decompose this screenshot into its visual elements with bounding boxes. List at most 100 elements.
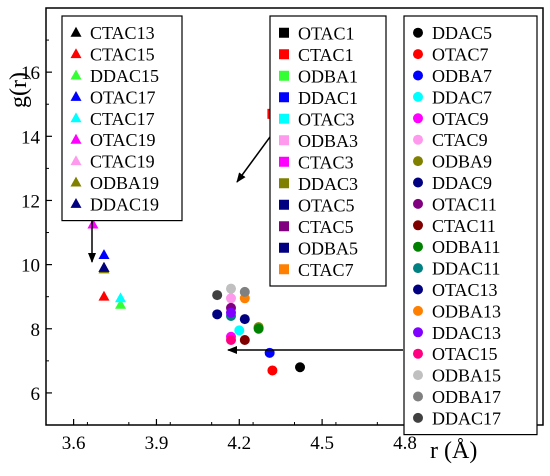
legend-label: DDAC15 (90, 66, 159, 86)
legend-marker-otac9 (413, 113, 423, 124)
x-tick-label: 4.5 (310, 433, 334, 454)
legend-label: DDAC13 (432, 323, 501, 343)
legend-label: ODBA11 (432, 237, 500, 257)
legend-label: ODBA9 (432, 152, 492, 172)
legend-marker-odba11 (413, 241, 423, 252)
data-point-ctac17 (115, 292, 127, 303)
legend-marker-odba13 (413, 305, 423, 316)
legend-marker-ctac3 (279, 156, 289, 167)
legend-marker-otac5 (279, 199, 289, 210)
legend-triangle: CTAC13CTAC15DDAC15OTAC17CTAC17OTAC19CTAC… (61, 15, 183, 222)
legend-label: CTAC15 (90, 45, 155, 65)
legend-marker-odba15 (413, 370, 423, 381)
legend-box (269, 15, 387, 287)
legend-marker-ctac11 (413, 220, 423, 231)
y-tick-label: 12 (21, 191, 40, 212)
legend-marker-ddac13 (413, 327, 423, 338)
legend-label: CTAC13 (90, 23, 155, 43)
legend-marker-ddac3 (279, 178, 289, 189)
y-axis-label: g(r) (6, 72, 32, 108)
legend-marker-ddac1 (279, 92, 289, 103)
x-tick-label: 4.2 (227, 433, 251, 454)
data-point-odba15 (225, 283, 236, 294)
legend-label: DDAC17 (432, 408, 501, 428)
data-point-ctac11 (239, 334, 250, 345)
legend-marker-otac11 (413, 198, 423, 209)
legend-marker-otac3 (279, 113, 289, 124)
data-point-ddac19 (98, 261, 110, 272)
legend-marker-otac15 (413, 348, 423, 359)
legend-marker-odba1 (279, 70, 289, 81)
legend-marker-odba5 (279, 242, 289, 253)
data-point-ctac15 (98, 290, 110, 301)
legend-label: OTAC1 (298, 23, 355, 43)
legend-square: OTAC1CTAC1ODBA1DDAC1OTAC3ODBA3CTAC3DDAC3… (269, 15, 387, 287)
legend-marker-ddac9 (413, 177, 423, 188)
legends: CTAC13CTAC15DDAC15OTAC17CTAC17OTAC19CTAC… (61, 15, 538, 436)
legend-label: DDAC1 (298, 88, 358, 108)
legend-marker-odba19 (70, 176, 82, 187)
x-axis-label: r (Å) (430, 438, 477, 464)
legend-marker-ddac11 (413, 263, 423, 274)
data-point-ddac17 (212, 290, 223, 301)
data-point-ctac9 (225, 293, 236, 304)
legend-box (61, 15, 183, 222)
legend-label: OTAC13 (432, 280, 498, 300)
legend-marker-ctac1 (279, 49, 289, 60)
data-point-otac15 (225, 334, 236, 345)
legend-label: OTAC5 (298, 195, 355, 215)
legend-label: DDAC3 (298, 174, 358, 194)
legend-label: ODBA7 (432, 66, 492, 86)
legend-label: DDAC7 (432, 87, 492, 107)
legend-label: ODBA13 (432, 301, 501, 321)
legend-marker-ctac13 (70, 26, 82, 37)
data-point-otac7 (267, 365, 278, 376)
legend-marker-ddac19 (70, 198, 82, 208)
legend-label: DDAC9 (432, 173, 492, 193)
y-tick-label: 14 (21, 127, 41, 148)
legend-marker-ddac17 (413, 412, 423, 423)
data-point-ddac7 (234, 325, 245, 336)
legend-label: OTAC7 (432, 45, 489, 65)
legend-label: CTAC19 (90, 152, 155, 172)
legend-label: ODBA1 (298, 66, 358, 86)
axes: 3.6 3.9 4.2 4.5 4.8 6 8 10 12 14 16 (21, 7, 544, 454)
legend-marker-ctac5 (279, 221, 289, 232)
legend-marker-ctac7 (279, 264, 289, 275)
legend-label: OTAC15 (432, 344, 498, 364)
data-point-ddac13 (225, 307, 236, 318)
data-point-ddac9 (212, 309, 223, 320)
x-tick-label: 3.6 (62, 433, 86, 454)
legend-marker-otac7 (413, 49, 423, 60)
legend-label: OTAC3 (298, 109, 355, 129)
legend-label: CTAC1 (298, 45, 354, 65)
legend-label: CTAC3 (298, 152, 354, 172)
data-point-ddac15 (115, 298, 127, 309)
legend-marker-ddac5 (413, 27, 423, 38)
legend-label: DDAC19 (90, 194, 159, 214)
legend-circle: DDAC5OTAC7ODBA7DDAC7OTAC9CTAC9ODBA9DDAC9… (403, 15, 538, 436)
data-point-odba11 (253, 323, 264, 334)
legend-marker-ctac19 (70, 155, 82, 166)
y-tick-label: 16 (21, 63, 40, 84)
legend-label: ODBA19 (90, 173, 159, 193)
legend-label: ODBA15 (432, 366, 501, 386)
legend-marker-otac13 (413, 284, 423, 295)
legend-label: ODBA5 (298, 238, 358, 258)
legend-label: DDAC11 (432, 259, 500, 279)
legend-marker-ddac15 (70, 69, 82, 80)
legend-marker-odba7 (413, 70, 423, 81)
y-tick-label: 8 (31, 320, 41, 341)
legend-marker-otac19 (70, 133, 82, 144)
legend-label: CTAC7 (298, 260, 354, 280)
legend-marker-ddac7 (413, 91, 423, 102)
data-point-odba17 (239, 286, 250, 297)
legend-label: ODBA3 (298, 131, 358, 151)
data-point-ddac5 (295, 362, 306, 373)
legend-label: CTAC5 (298, 217, 354, 237)
legend-label: OTAC19 (90, 130, 156, 150)
legend-marker-otac1 (279, 27, 289, 38)
legend-label: ODBA17 (432, 387, 501, 407)
legend-label: OTAC9 (432, 109, 489, 129)
